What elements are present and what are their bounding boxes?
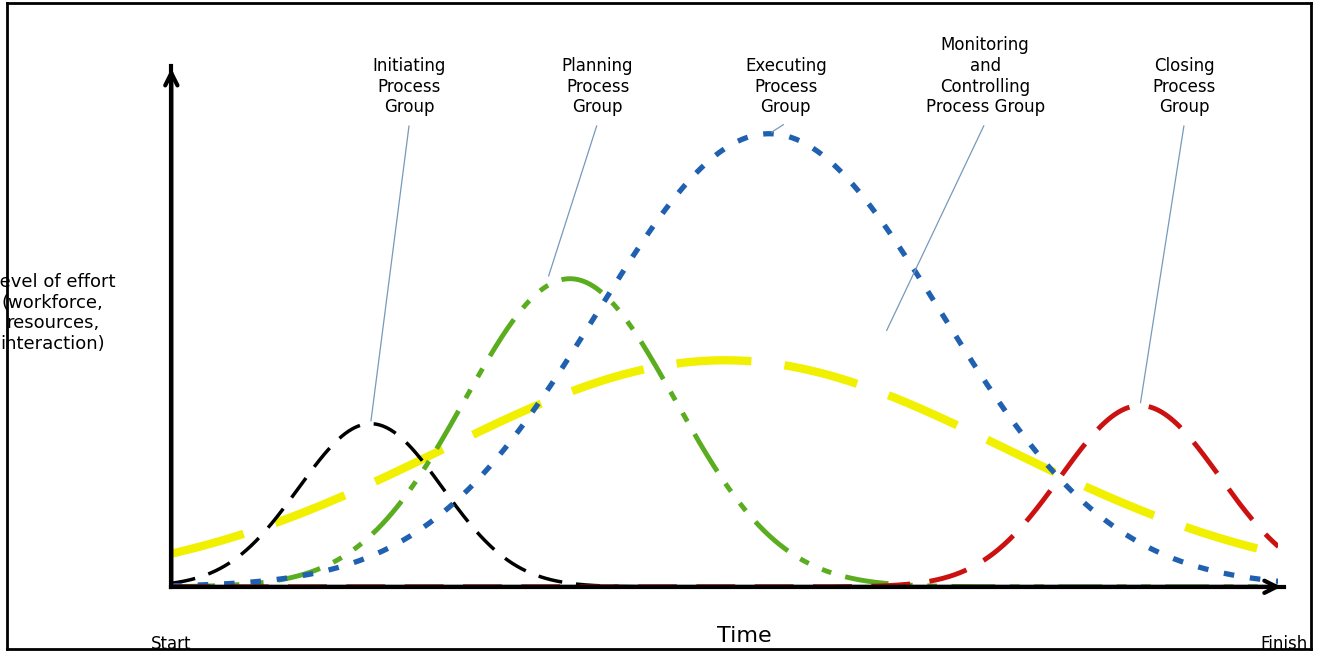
Text: Monitoring
and
Controlling
Process Group: Monitoring and Controlling Process Group bbox=[925, 36, 1045, 116]
Text: Time: Time bbox=[717, 626, 772, 645]
Text: Start: Start bbox=[152, 635, 191, 652]
Text: Executing
Process
Group: Executing Process Group bbox=[745, 57, 826, 116]
Text: Level of effort
(workforce,
resources,
interaction): Level of effort (workforce, resources, i… bbox=[0, 273, 116, 353]
Text: Finish: Finish bbox=[1260, 635, 1307, 652]
Text: Initiating
Process
Group: Initiating Process Group bbox=[373, 57, 445, 116]
Text: Closing
Process
Group: Closing Process Group bbox=[1153, 57, 1217, 116]
Text: Planning
Process
Group: Planning Process Group bbox=[561, 57, 634, 116]
